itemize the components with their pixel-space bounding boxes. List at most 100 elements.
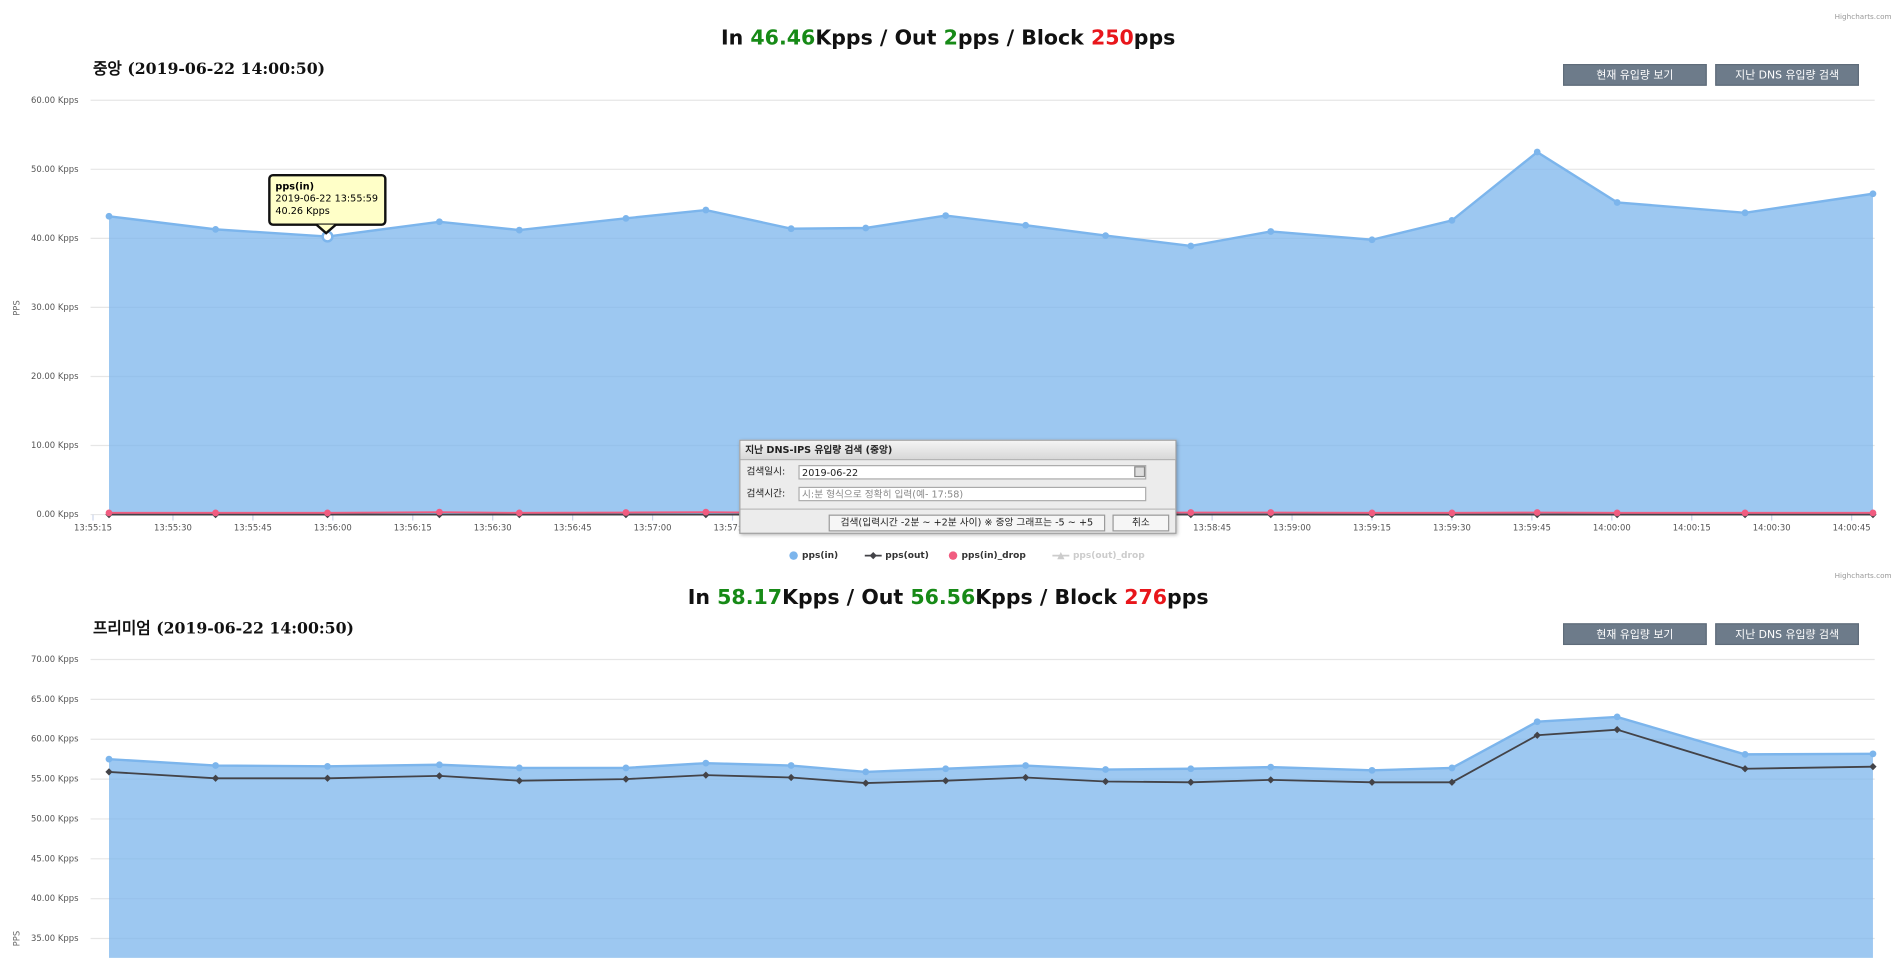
marker [1533, 718, 1541, 726]
y-tick-label: 35.00 Kpps [31, 933, 78, 943]
divider [740, 508, 1176, 510]
search-button[interactable]: 검색(입력시간 -2분 ~ +2분 사이) ※ 중앙 그래프는 -5 ~ +5 [828, 514, 1106, 532]
y-tick-label: 50.00 Kpps [31, 813, 78, 823]
x-tick-label: 13:59:45 [1513, 522, 1551, 532]
marker [1741, 209, 1749, 217]
legend-symbol [948, 551, 958, 560]
marker [1187, 242, 1195, 250]
marker [1448, 217, 1456, 224]
marker [942, 777, 950, 785]
marker [436, 508, 443, 516]
marker [702, 206, 710, 214]
y-tick-label: 45.00 Kpps [31, 853, 78, 863]
date-input[interactable]: 2019-06-22 [798, 465, 1147, 480]
y-tick-label: 30.00 Kpps [31, 302, 78, 312]
y-axis-label: PPS [11, 931, 21, 947]
chart-title: 중앙 (2019-06-22 14:00:50) [93, 59, 325, 78]
marker [435, 772, 444, 780]
x-tick-label: 13:56:45 [554, 522, 592, 532]
marker [515, 509, 523, 517]
marker [436, 218, 443, 226]
marker [1613, 713, 1621, 721]
x-tick-label: 14:00:15 [1673, 522, 1711, 532]
marker [105, 509, 113, 517]
y-tick-label: 55.00 Kpps [31, 774, 78, 784]
legend-label[interactable]: pps(out)_drop [1073, 551, 1145, 561]
x-tick-label: 13:59:15 [1353, 522, 1391, 532]
marker [1368, 236, 1376, 244]
marker [1448, 509, 1456, 517]
summary-part: pps [1134, 26, 1176, 50]
credits: Highcharts.com [1835, 571, 1892, 580]
marker [1101, 777, 1110, 786]
marker [1613, 726, 1621, 734]
legend-label[interactable]: pps(in) [802, 551, 838, 561]
marker [515, 226, 523, 234]
marker [212, 509, 219, 517]
marker [942, 212, 950, 219]
marker [702, 508, 710, 516]
marker [1533, 509, 1541, 516]
x-tick-label: 13:58:45 [1193, 522, 1231, 532]
button[interactable]: 지난 DNS 유입량 검색 [1715, 623, 1859, 646]
x-tick-label: 14:00:30 [1753, 522, 1791, 532]
marker [1869, 190, 1877, 198]
marker [1533, 148, 1541, 156]
tooltip-date: 2019-06-22 13:55:59 [275, 193, 379, 205]
marker [787, 762, 795, 769]
y-tick-label: 0.00 Kpps [36, 509, 78, 519]
x-tick-label: 14:00:00 [1593, 522, 1631, 532]
marker [324, 509, 331, 517]
y-tick-label: 40.00 Kpps [31, 233, 78, 243]
button[interactable]: 현재 유입량 보기 [1563, 64, 1707, 86]
y-tick-label: 60.00 Kpps [31, 95, 78, 105]
marker [1102, 232, 1109, 239]
y-tick-label: 40.00 Kpps [31, 893, 78, 903]
marker [515, 764, 523, 772]
summary-part: 46.46 [750, 26, 815, 50]
marker [1741, 509, 1749, 517]
marker [1368, 778, 1376, 786]
marker [1869, 763, 1877, 771]
button[interactable]: 현재 유입량 보기 [1563, 623, 1707, 646]
tooltip-series: pps(in) [275, 181, 315, 193]
legend-label[interactable]: pps(in)_drop [962, 551, 1027, 561]
credits: Highcharts.com [1835, 12, 1892, 21]
summary-part: 56.56 [910, 585, 975, 609]
marker [324, 762, 331, 770]
marker [862, 768, 870, 776]
marker [105, 212, 113, 220]
marker [622, 775, 630, 783]
legend-symbol [869, 552, 877, 560]
marker [1187, 765, 1195, 773]
x-tick-label: 13:56:00 [314, 522, 352, 532]
y-tick-label: 70.00 Kpps [31, 654, 78, 664]
button[interactable]: 지난 DNS 유입량 검색 [1715, 64, 1859, 86]
marker [702, 759, 710, 767]
marker [1022, 762, 1029, 769]
marker [1187, 509, 1195, 516]
y-tick-label: 50.00 Kpps [31, 164, 78, 174]
y-tick-label: 60.00 Kpps [31, 734, 78, 744]
summary-part: 250 [1091, 26, 1134, 50]
y-axis-label: PPS [11, 300, 21, 316]
marker [1613, 509, 1621, 517]
y-tick-label: 10.00 Kpps [31, 440, 78, 450]
line [108, 715, 1873, 774]
legend-symbol [1057, 552, 1065, 560]
marker [1448, 764, 1456, 772]
legend-symbol [789, 551, 798, 560]
summary-part: pps / Block [958, 26, 1091, 50]
cancel-button[interactable]: 취소 [1112, 514, 1170, 532]
calendar-icon[interactable] [1134, 466, 1146, 478]
y-tick-label: 20.00 Kpps [31, 371, 78, 381]
x-tick-label: 13:59:00 [1273, 522, 1311, 532]
legend-label[interactable]: pps(out) [885, 551, 929, 561]
time-input[interactable]: 시:분 형식으로 정확히 입력(예- 17:58) [798, 486, 1147, 502]
marker [1267, 228, 1275, 235]
marker [1267, 509, 1275, 516]
marker [1368, 766, 1376, 774]
marker [1869, 509, 1877, 517]
